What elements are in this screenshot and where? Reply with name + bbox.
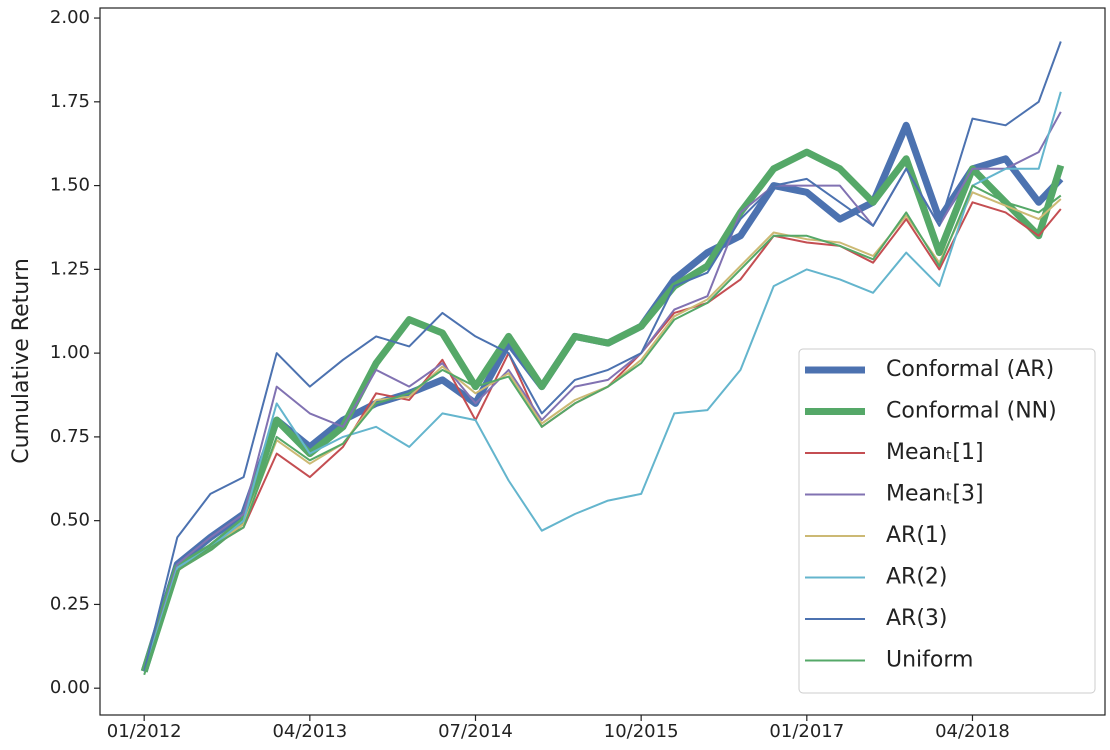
legend-box (798, 348, 1096, 694)
legend-label: Meanₜ[1] (886, 440, 984, 465)
x-tick-label: 04/2018 (935, 721, 1010, 742)
legend-label: Uniform (886, 648, 973, 673)
y-tick-label: 0.00 (50, 677, 90, 698)
legend-label: Conformal (AR) (886, 357, 1054, 382)
legend-label: AR(3) (886, 606, 948, 631)
x-tick-label: 10/2015 (604, 721, 679, 742)
plot-frame (99, 7, 1106, 716)
y-tick-label: 1.50 (50, 175, 90, 196)
x-tick-label: 07/2014 (438, 721, 513, 742)
x-tick-label: 01/2017 (769, 721, 844, 742)
series-line (143, 41, 1062, 672)
y-tick-label: 0.75 (50, 426, 90, 447)
y-tick-label: 1.75 (50, 91, 90, 112)
series-line (140, 148, 1065, 673)
legend-label: Meanₜ[3] (886, 482, 984, 507)
series-line (143, 184, 1062, 676)
legend-label: AR(1) (886, 523, 948, 548)
y-axis-label: Cumulative Return (9, 258, 34, 464)
series-line (143, 91, 1062, 672)
legend: Conformal (AR) Conformal (NN) Meanₜ[1] Mean… (798, 348, 1096, 694)
legend-label: AR(2) (886, 565, 948, 590)
y-tick-label: 1.00 (50, 342, 90, 363)
x-tick-label: 01/2012 (107, 721, 182, 742)
x-tick-label: 04/2013 (272, 721, 347, 742)
y-tick-label: 0.50 (50, 510, 90, 531)
y-tick-label: 0.25 (50, 593, 90, 614)
legend-label: Conformal (NN) (886, 399, 1057, 424)
y-tick-label: 1.25 (50, 258, 90, 279)
y-tick-label: 2.00 (50, 7, 90, 28)
